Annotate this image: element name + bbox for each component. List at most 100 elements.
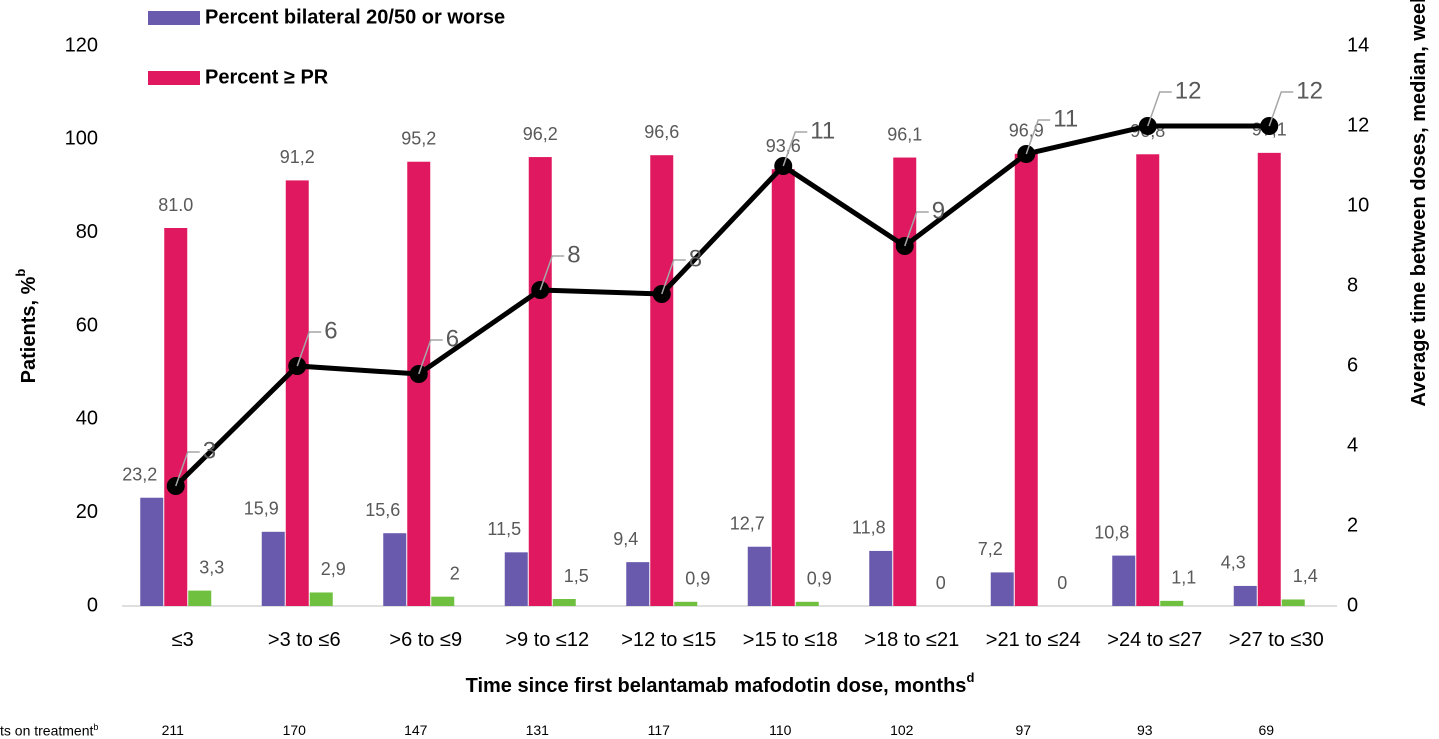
- line-label: 3: [203, 437, 216, 464]
- line-label: 9: [932, 197, 945, 224]
- legend-swatch: [148, 71, 200, 85]
- bar: [990, 572, 1014, 606]
- x-tick-label: >21 to ≤24: [985, 629, 1081, 651]
- line-label: 12: [1175, 77, 1202, 104]
- y2-tick-label: 4: [1347, 434, 1358, 456]
- bar: [650, 155, 674, 606]
- bar: [1160, 600, 1184, 606]
- value-label: 15,9: [244, 499, 279, 519]
- y2-tick-label: 12: [1347, 114, 1369, 136]
- value-label: 93,6: [766, 136, 801, 156]
- bar: [674, 601, 698, 606]
- bar: [747, 546, 771, 606]
- value-label: 0: [1057, 573, 1067, 593]
- value-label: 10,8: [1094, 522, 1129, 542]
- bar: [893, 157, 917, 607]
- value-label: 96,9: [1009, 121, 1044, 141]
- bar: [188, 590, 212, 606]
- leader-line: [296, 331, 322, 367]
- line-label: 6: [324, 317, 337, 344]
- patients-count: 117: [647, 722, 670, 738]
- bar: [1112, 555, 1136, 606]
- leader-line: [175, 451, 200, 487]
- leader-line: [1147, 91, 1172, 127]
- row-label-sup: b: [93, 722, 99, 732]
- patients-count: 93: [1136, 722, 1153, 738]
- y-axis-title-text: Patients, %: [18, 276, 40, 383]
- bar: [407, 161, 431, 606]
- bar: [1014, 153, 1038, 607]
- bar: [552, 599, 576, 606]
- x-tick-label: >3 to ≤6: [267, 629, 341, 651]
- row-label: ts on treatmentb: [0, 722, 98, 739]
- value-label: 11,8: [852, 518, 886, 538]
- x-axis-title: Time since first belantamab mafodotin do…: [466, 670, 975, 697]
- patients-count: 147: [404, 722, 428, 738]
- bar: [431, 596, 455, 606]
- value-label: 0,9: [685, 569, 710, 589]
- y2-tick-label: 14: [1347, 34, 1369, 56]
- legend-label: Percent bilateral 20/50 or worse: [205, 6, 505, 28]
- y-tick-label: 40: [76, 408, 98, 430]
- y2-tick-label: 8: [1347, 274, 1358, 296]
- y-axis-title-sup: b: [13, 269, 28, 277]
- value-label: 81.0: [158, 195, 193, 215]
- line-label: 12: [1296, 77, 1323, 104]
- leader-line: [661, 259, 686, 295]
- y2-tick-label: 2: [1347, 514, 1358, 536]
- line-label: 11: [1053, 105, 1078, 132]
- bar: [140, 497, 164, 606]
- row-label-text: ts on treatment: [0, 722, 94, 739]
- line-label: 6: [446, 325, 459, 352]
- value-label: 95,2: [401, 128, 436, 148]
- x-axis-title-sup: d: [966, 670, 974, 685]
- legend-swatch: [148, 11, 200, 25]
- y-tick-label: 0: [87, 594, 98, 616]
- y-tick-label: 120: [65, 34, 98, 56]
- leader-line: [418, 339, 443, 375]
- y2-tick-label: 6: [1347, 354, 1358, 376]
- value-label: 91,2: [280, 147, 315, 167]
- x-tick-label: >9 to ≤12: [505, 629, 590, 651]
- line-label: 8: [567, 241, 580, 268]
- y2-axis-title: Average time between doses, median, week…: [1403, 0, 1430, 407]
- value-label: 4,3: [1221, 553, 1246, 573]
- line-label: 11: [810, 117, 835, 144]
- value-label: 0: [936, 573, 946, 593]
- patients-count: 102: [890, 722, 914, 738]
- x-tick-label: >12 to ≤15: [621, 629, 717, 651]
- bar: [261, 531, 285, 606]
- bar: [1257, 152, 1281, 606]
- x-tick-label: >24 to ≤27: [1107, 629, 1203, 651]
- value-label: 12,7: [730, 513, 765, 533]
- value-label: 7,2: [978, 539, 1003, 559]
- value-label: 1,4: [1293, 566, 1318, 586]
- value-label: 96,6: [644, 122, 679, 142]
- bar: [1233, 585, 1257, 606]
- y2-axis-title-text: Average time between doses, median, week…: [1408, 0, 1430, 407]
- value-label: 23,2: [122, 464, 157, 484]
- patients-count: 131: [525, 722, 549, 738]
- x-tick-label: >6 to ≤9: [389, 629, 463, 651]
- line: [173, 123, 1270, 488]
- bar: [309, 592, 333, 606]
- x-tick-label: >27 to ≤30: [1228, 629, 1324, 651]
- x-tick-label: >15 to ≤18: [742, 629, 838, 651]
- value-label: 2: [450, 563, 460, 583]
- patients-count: 97: [1015, 722, 1032, 738]
- value-label: 96,2: [523, 124, 558, 144]
- value-label: 3,3: [199, 557, 224, 577]
- bar: [285, 180, 309, 606]
- x-tick-label: >18 to ≤21: [864, 629, 960, 651]
- bar: [626, 562, 650, 606]
- value-label: 1,5: [564, 566, 589, 586]
- leader-line: [1268, 91, 1294, 127]
- patients-count: 211: [161, 722, 184, 738]
- bar: [164, 228, 188, 606]
- line-label: 8: [689, 245, 702, 272]
- value-label: 1,1: [1171, 568, 1196, 588]
- value-label: 11,5: [487, 519, 521, 539]
- x-axis-title-text: Time since first belantamab mafodotin do…: [466, 675, 967, 697]
